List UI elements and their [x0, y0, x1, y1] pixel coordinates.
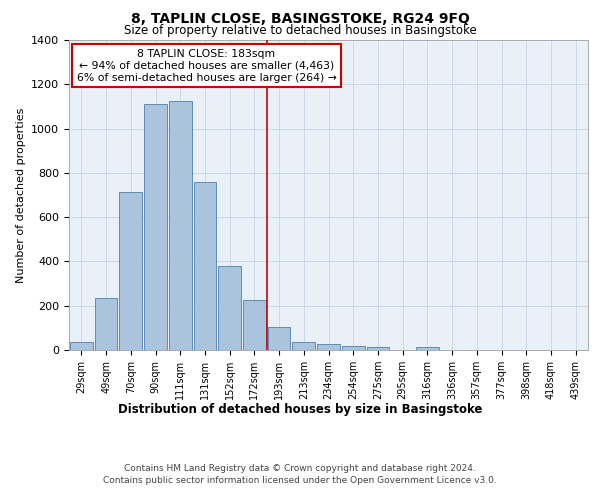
Text: Size of property relative to detached houses in Basingstoke: Size of property relative to detached ho…: [124, 24, 476, 37]
Bar: [317, 344, 340, 350]
Bar: [70, 342, 93, 350]
Bar: [194, 182, 216, 350]
Text: Distribution of detached houses by size in Basingstoke: Distribution of detached houses by size …: [118, 402, 482, 415]
Text: Contains HM Land Registry data © Crown copyright and database right 2024.: Contains HM Land Registry data © Crown c…: [124, 464, 476, 473]
Bar: [169, 101, 191, 350]
Bar: [119, 192, 142, 350]
Text: 8, TAPLIN CLOSE, BASINGSTOKE, RG24 9FQ: 8, TAPLIN CLOSE, BASINGSTOKE, RG24 9FQ: [131, 12, 469, 26]
Bar: [292, 342, 315, 350]
Bar: [95, 298, 118, 350]
Text: 8 TAPLIN CLOSE: 183sqm
← 94% of detached houses are smaller (4,463)
6% of semi-d: 8 TAPLIN CLOSE: 183sqm ← 94% of detached…: [77, 50, 337, 82]
Bar: [416, 346, 439, 350]
Bar: [367, 346, 389, 350]
Bar: [144, 104, 167, 350]
Bar: [218, 266, 241, 350]
Y-axis label: Number of detached properties: Number of detached properties: [16, 108, 26, 282]
Text: Contains public sector information licensed under the Open Government Licence v3: Contains public sector information licen…: [103, 476, 497, 485]
Bar: [243, 300, 266, 350]
Bar: [342, 346, 365, 350]
Bar: [268, 327, 290, 350]
